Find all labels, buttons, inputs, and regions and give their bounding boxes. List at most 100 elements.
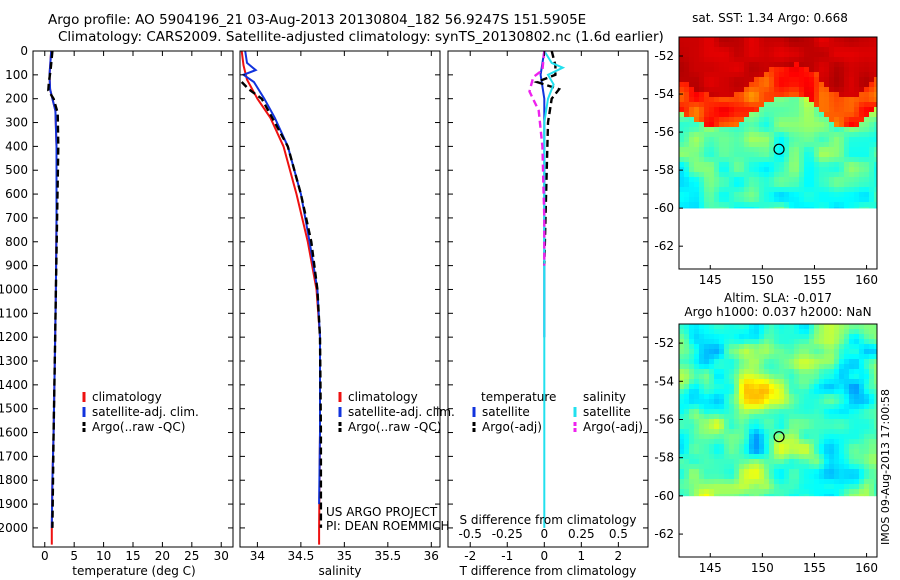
heatmap-cell: [734, 449, 740, 455]
heatmap-cell: [829, 57, 835, 63]
heatmap-cell: [744, 354, 750, 360]
heatmap-cell: [854, 349, 860, 355]
heatmap-cell: [724, 57, 730, 63]
heatmap-cell: [804, 344, 810, 350]
heatmap-cell: [864, 359, 870, 365]
heatmap-cell: [754, 37, 760, 43]
heatmap-cell: [844, 102, 850, 108]
heatmap-cell: [799, 207, 805, 209]
heatmap-cell: [874, 394, 878, 400]
heatmap-cell: [709, 137, 715, 143]
heatmap-cell: [729, 424, 735, 430]
heatmap-cell: [704, 57, 710, 63]
heatmap-cell: [874, 449, 878, 455]
heatmap-cell: [784, 359, 790, 365]
heatmap-cell: [869, 409, 875, 415]
heatmap-cell: [819, 162, 825, 168]
heatmap-cell: [744, 42, 750, 48]
heatmap-cell: [809, 329, 815, 335]
heatmap-cell: [714, 162, 720, 168]
heatmap-cell: [779, 132, 785, 138]
heatmap-cell: [739, 142, 745, 148]
heatmap-cell: [784, 434, 790, 440]
heatmap-cell: [809, 419, 815, 425]
heatmap-cell: [704, 359, 710, 365]
heatmap-cell: [869, 157, 875, 163]
heatmap-cell: [764, 399, 770, 405]
heatmap-cell: [869, 102, 875, 108]
heatmap-cell: [764, 394, 770, 400]
heatmap-cell: [709, 167, 715, 173]
heatmap-cell: [859, 192, 865, 198]
heatmap-cell: [829, 102, 835, 108]
heatmap-cell: [794, 449, 800, 455]
heatmap-cell: [724, 394, 730, 400]
heatmap-cell: [809, 434, 815, 440]
heatmap-cell: [724, 484, 730, 490]
heatmap-cell: [804, 444, 810, 450]
heatmap-cell: [679, 117, 685, 123]
heatmap-cell: [764, 152, 770, 158]
heatmap-cell: [819, 202, 825, 208]
heatmap-cell: [814, 42, 820, 48]
heatmap-cell: [854, 324, 860, 330]
heatmap-cell: [699, 359, 705, 365]
heatmap-cell: [759, 172, 765, 178]
heatmap-cell: [754, 399, 760, 405]
heatmap-cell: [774, 479, 780, 485]
heatmap-cell: [794, 494, 800, 497]
heatmap-cell: [794, 52, 800, 58]
heatmap-cell: [849, 359, 855, 365]
heatmap-cell: [874, 57, 878, 63]
heatmap-cell: [784, 374, 790, 380]
heatmap-cell: [734, 379, 740, 385]
heatmap-cell: [709, 202, 715, 208]
heatmap-cell: [764, 474, 770, 480]
heatmap-cell: [724, 102, 730, 108]
heatmap-cell: [829, 122, 835, 128]
heatmap-cell: [729, 132, 735, 138]
heatmap-cell: [819, 67, 825, 73]
heatmap-cell: [744, 349, 750, 355]
heatmap-cell: [844, 394, 850, 400]
heatmap-cell: [789, 152, 795, 158]
heatmap-cell: [774, 177, 780, 183]
heatmap-cell: [759, 474, 765, 480]
heatmap-cell: [839, 474, 845, 480]
heatmap-cell: [774, 419, 780, 425]
heatmap-cell: [699, 394, 705, 400]
heatmap-cell: [814, 449, 820, 455]
y-tick-label: 600: [5, 187, 28, 201]
heatmap-cell: [809, 97, 815, 103]
heatmap-cell: [814, 77, 820, 83]
heatmap-cell: [709, 132, 715, 138]
heatmap-cell: [769, 112, 775, 118]
heatmap-cell: [779, 37, 785, 43]
heatmap-cell: [849, 177, 855, 183]
heatmap-cell: [724, 479, 730, 485]
heatmap-cell: [849, 344, 855, 350]
heatmap-cell: [729, 87, 735, 93]
heatmap-cell: [699, 112, 705, 118]
heatmap-cell: [814, 484, 820, 490]
heatmap-cell: [764, 167, 770, 173]
heatmap-cell: [819, 419, 825, 425]
heatmap-cell: [874, 77, 878, 83]
heatmap-cell: [859, 187, 865, 193]
heatmap-cell: [829, 202, 835, 208]
heatmap-cell: [839, 202, 845, 208]
heatmap-cell: [739, 127, 745, 133]
heatmap-cell: [694, 349, 700, 355]
heatmap-cell: [819, 369, 825, 375]
heatmap-cell: [774, 157, 780, 163]
heatmap-cell: [679, 444, 685, 450]
heatmap-cell: [864, 344, 870, 350]
heatmap-cell: [704, 152, 710, 158]
heatmap-cell: [829, 87, 835, 93]
heatmap-cell: [694, 132, 700, 138]
heatmap-cell: [799, 97, 805, 103]
heatmap-cell: [799, 454, 805, 460]
heatmap-cell: [719, 454, 725, 460]
plot-frame: [239, 50, 441, 548]
heatmap-cell: [699, 339, 705, 345]
